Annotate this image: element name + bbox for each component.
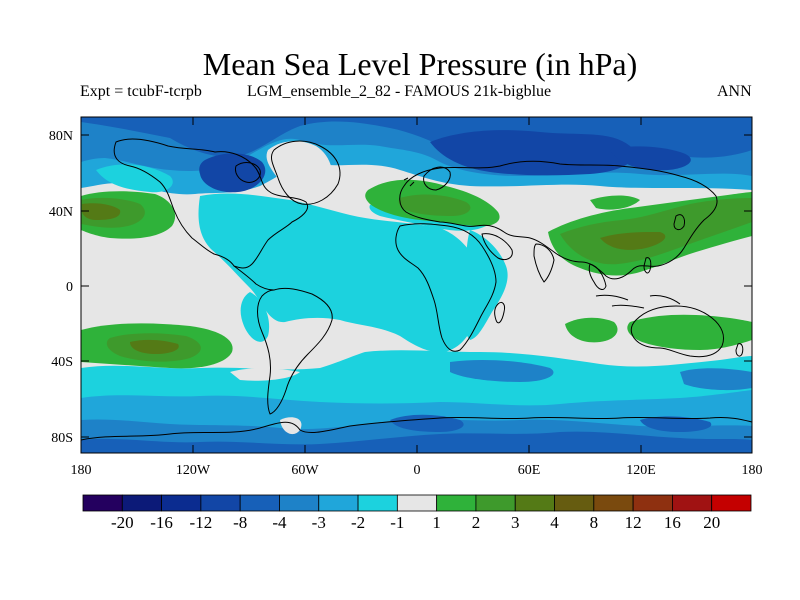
latitude-axis: 80N 40N 0 40S 80S — [49, 129, 752, 446]
colorbar-swatch — [436, 494, 477, 512]
africa-coast — [395, 223, 497, 352]
new-zealand — [735, 343, 744, 357]
colorbar-label: 3 — [511, 513, 520, 532]
colorbar-swatch — [632, 494, 673, 512]
lon-label: 120E — [626, 463, 656, 478]
antarctic-blue-patch — [390, 414, 464, 432]
ensemble-label: LGM_ensemble_2_82 - FAMOUS 21k-bigblue — [247, 83, 552, 100]
colorbar-swatch — [357, 494, 398, 512]
colorbar-label: -3 — [312, 513, 326, 532]
north-america-coast — [113, 138, 308, 269]
japan — [673, 214, 685, 231]
asia-green-core — [560, 198, 752, 265]
colorbar-label: 20 — [703, 513, 720, 532]
south-america-coast — [257, 287, 333, 415]
colorbar-swatch — [514, 494, 555, 512]
colorbar-label: 8 — [590, 513, 599, 532]
antarctic-blue-patch — [640, 416, 712, 432]
lon-label: 60W — [291, 463, 319, 478]
greenland-neutral — [266, 141, 333, 207]
pressure-field — [81, 117, 752, 453]
colorbar-swatch — [200, 494, 241, 512]
southern-ocean-blue-patch — [450, 360, 554, 382]
colorbar-swatch — [396, 494, 438, 512]
colorbar-label: 16 — [664, 513, 681, 532]
colorbar-swatch — [239, 494, 280, 512]
colorbar-label: -2 — [351, 513, 365, 532]
colorbar-label: -20 — [111, 513, 134, 532]
lat-label: 80S — [51, 431, 73, 446]
alaska-cyan-patch — [96, 164, 173, 193]
southern-ocean-blue-patch — [680, 368, 752, 391]
colorbar-label: -16 — [150, 513, 173, 532]
coastlines — [81, 138, 752, 441]
indonesia — [595, 294, 681, 309]
arctic-dark-blue-core — [430, 130, 635, 176]
colorbar-swatch — [121, 494, 162, 512]
colorbar-swatch — [711, 494, 752, 512]
antarctic-blue-core — [81, 431, 752, 453]
colorbar-swatch — [593, 494, 634, 512]
central-america — [233, 265, 275, 291]
asia-olive-core — [600, 232, 666, 250]
indian-ocean-green — [565, 317, 618, 343]
colorbar-label: 1 — [432, 513, 441, 532]
south-pacific-neutral-gap — [230, 368, 300, 381]
atlantic-cyan-region — [198, 193, 485, 353]
drake-neutral-pocket — [280, 417, 302, 435]
south-pacific-high-core — [130, 339, 179, 354]
colorbar-label: -12 — [190, 513, 213, 532]
colorbar-swatch — [554, 494, 595, 512]
north-pacific-high-core — [82, 203, 121, 220]
lat-label: 40S — [51, 355, 73, 370]
lat-label: 40N — [49, 205, 73, 220]
philippines — [643, 257, 652, 274]
chart-title: Mean Sea Level Pressure (in hPa) — [202, 46, 638, 82]
colorbar: -20 -16 -12 -8 -4 -3 -2 -1 1 2 3 4 8 12 16 20 — [82, 494, 752, 532]
colorbar-swatch — [672, 494, 713, 512]
india — [533, 243, 555, 283]
lon-label: 0 — [414, 463, 421, 478]
lon-label: 180 — [71, 463, 92, 478]
europe-green-core — [398, 194, 471, 216]
colorbar-label: 2 — [472, 513, 481, 532]
south-atlantic-cyan-arm — [240, 292, 270, 342]
lon-label: 120W — [176, 463, 211, 478]
asia-green-patch — [590, 195, 640, 210]
southeast-asia — [588, 263, 607, 290]
colorbar-swatch — [82, 494, 123, 512]
season-label: ANN — [717, 83, 752, 100]
colorbar-swatch — [475, 494, 516, 512]
greenland-coast — [271, 140, 341, 205]
madagascar — [494, 301, 505, 324]
experiment-label: Expt = tcubF-tcrpb — [80, 83, 202, 100]
longitude-axis: 180 120W 60W 0 60E 120E 180 — [71, 117, 763, 478]
lon-label: 60E — [518, 463, 541, 478]
colorbar-swatch — [279, 494, 320, 512]
colorbar-label: -4 — [272, 513, 287, 532]
arctic-dark-blue-core — [610, 146, 691, 171]
australia-green — [627, 314, 752, 350]
antarctica-coast — [81, 416, 752, 441]
colorbar-label: -1 — [390, 513, 404, 532]
australia-coast — [630, 305, 725, 358]
lon-label: 180 — [742, 463, 763, 478]
lat-label: 80N — [49, 129, 73, 144]
svalbard — [403, 177, 415, 187]
colorbar-label: 4 — [550, 513, 559, 532]
lat-label: 0 — [66, 280, 73, 295]
colorbar-label: 12 — [625, 513, 642, 532]
colorbar-swatch — [161, 494, 202, 512]
arabia — [481, 233, 513, 261]
colorbar-label: -8 — [233, 513, 247, 532]
hudson-bay — [235, 162, 261, 183]
scandinavia — [423, 166, 451, 191]
colorbar-swatch — [318, 494, 359, 512]
